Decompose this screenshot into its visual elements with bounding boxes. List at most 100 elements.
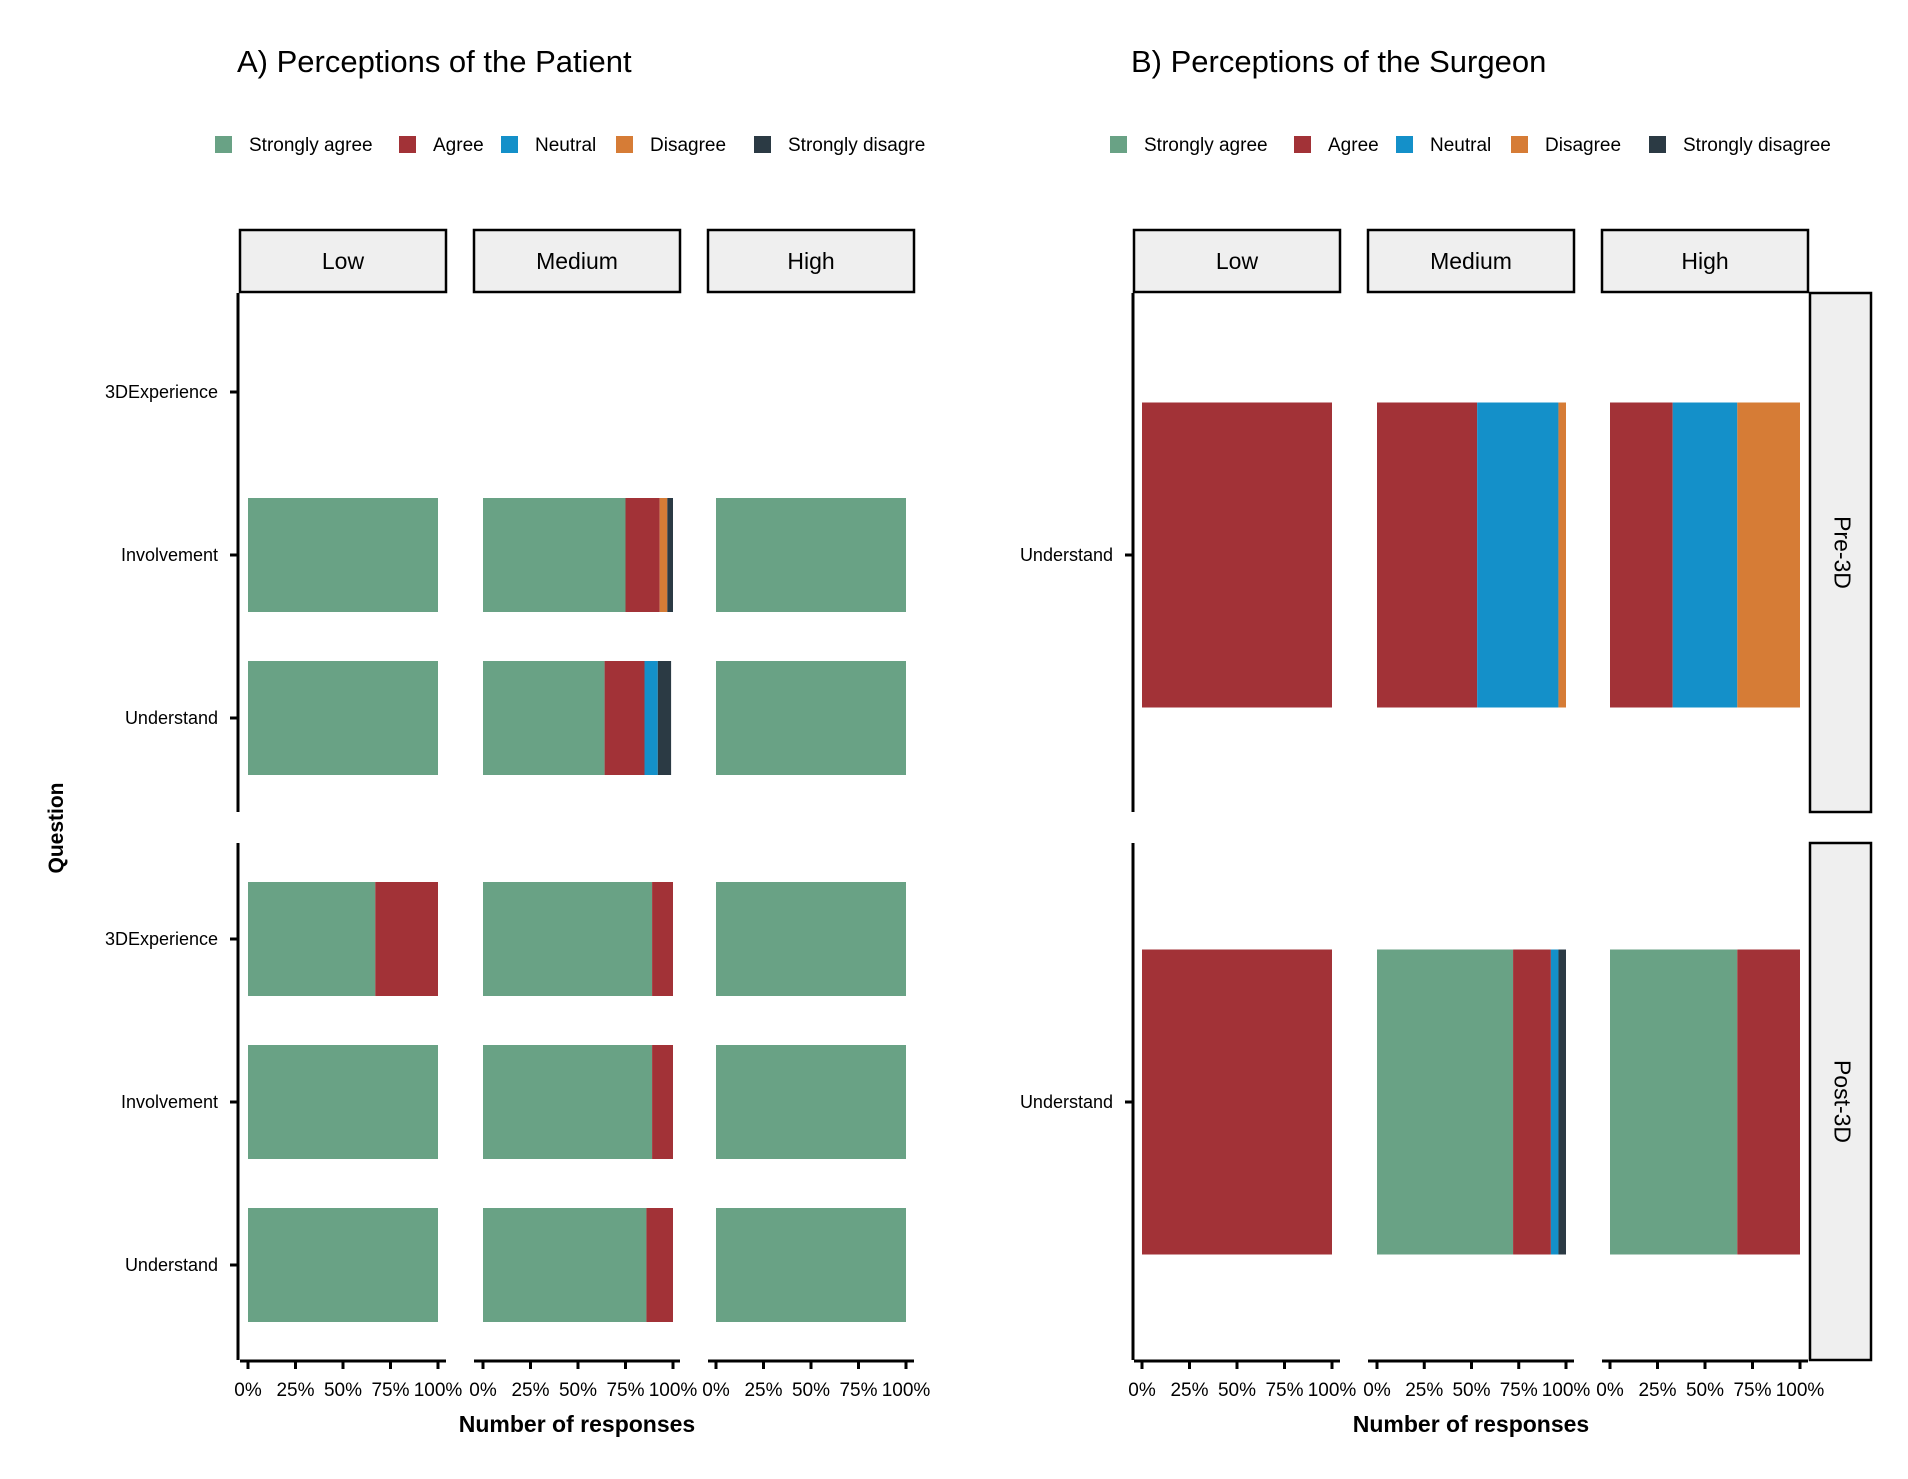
bar-segment-strongly-disagree <box>1558 949 1566 1255</box>
x-tick-label: 50% <box>1452 1380 1490 1401</box>
y-tick-label: Understand <box>125 708 218 728</box>
legend-label: Neutral <box>1430 135 1491 156</box>
chart-A: A) Perceptions of the Patient Strongly ag… <box>45 44 930 1437</box>
x-tick-label: 75% <box>371 1380 409 1401</box>
bar-segment-neutral <box>644 661 658 775</box>
x-tick-label: 0% <box>1128 1380 1156 1401</box>
bar-segment-strongly-agree <box>716 1208 906 1322</box>
bar-segment-strongly-agree <box>716 1045 906 1159</box>
y-tick-label: 3DExperience <box>105 382 218 402</box>
bar-segment-agree <box>1610 402 1673 708</box>
bar-segment-strongly-agree <box>483 882 653 996</box>
chart-B: B) Perceptions of the Surgeon Strongly ag… <box>1020 44 1873 1437</box>
facet-strip-label: High <box>787 248 834 274</box>
bar-segment-agree <box>1377 402 1478 708</box>
legend-swatch <box>215 136 232 153</box>
bar-segment-strongly-agree <box>248 498 438 612</box>
bar-segment-strongly-agree <box>483 1045 653 1159</box>
x-tick-label: 100% <box>1776 1380 1825 1401</box>
facet-strip <box>472 228 682 294</box>
legend: Strongly agree Agree Neutral Disagree Strong… <box>1110 135 1831 156</box>
facet-strip <box>238 228 448 294</box>
bar-segment-disagree <box>659 498 668 612</box>
x-tick-label: 75% <box>1733 1380 1771 1401</box>
x-tick-label: 75% <box>1500 1380 1538 1401</box>
bar-segment-strongly-agree <box>483 661 605 775</box>
facet-strip-label: Medium <box>1430 248 1512 274</box>
x-tick-label: 0% <box>1363 1380 1391 1401</box>
legend-label: Strongly agree <box>1144 135 1268 156</box>
bar-segment-agree <box>646 1208 673 1322</box>
y-tick-label: Involvement <box>121 1092 218 1112</box>
bar-segment-agree <box>1142 402 1332 708</box>
x-tick-label: 100% <box>414 1380 463 1401</box>
facet-strip <box>706 228 916 294</box>
y-tick-label: Involvement <box>121 545 218 565</box>
x-tick-label: 75% <box>839 1380 877 1401</box>
bar-segment-strongly-disagre <box>657 661 672 775</box>
legend-label: Agree <box>433 135 484 156</box>
x-tick-label: 25% <box>744 1380 782 1401</box>
x-tick-label: 100% <box>1308 1380 1357 1401</box>
legend-label: Agree <box>1328 135 1379 156</box>
x-tick-label: 100% <box>882 1380 931 1401</box>
bar-segment-strongly-agree <box>248 882 376 996</box>
x-tick-label: 100% <box>1542 1380 1591 1401</box>
bar-segment-strongly-disagre <box>667 498 673 612</box>
legend-swatch <box>1396 136 1413 153</box>
x-axis-label: Number of responses <box>459 1411 695 1437</box>
y-tick-label: Understand <box>1020 1092 1113 1112</box>
legend-label: Disagree <box>1545 135 1621 156</box>
facet-strip <box>1366 228 1576 294</box>
y-tick-label: Understand <box>1020 545 1113 565</box>
bar-segment-agree <box>1142 949 1332 1255</box>
bar-segment-neutral <box>1477 402 1559 708</box>
x-tick-label: 50% <box>324 1380 362 1401</box>
x-tick-label: 75% <box>1265 1380 1303 1401</box>
bar-segment-agree <box>1737 949 1800 1255</box>
x-tick-label: 25% <box>276 1380 314 1401</box>
bar-segment-agree <box>652 1045 673 1159</box>
facet-strip-label: Low <box>1216 248 1259 274</box>
facet-strip <box>1600 228 1810 294</box>
x-tick-label: 0% <box>1596 1380 1624 1401</box>
bar-segment-agree <box>625 498 660 612</box>
bar-segment-strongly-agree <box>716 661 906 775</box>
facet-strip-label: High <box>1681 248 1728 274</box>
bar-segment-strongly-agree <box>483 1208 647 1322</box>
bar-segment-neutral <box>1672 402 1738 708</box>
y-tick-label: Understand <box>125 1255 218 1275</box>
x-tick-label: 50% <box>1686 1380 1724 1401</box>
x-tick-label: 25% <box>511 1380 549 1401</box>
x-tick-label: 100% <box>649 1380 698 1401</box>
bar-segment-strongly-agree <box>248 661 438 775</box>
legend-swatch <box>399 136 416 153</box>
legend-swatch <box>1294 136 1311 153</box>
x-tick-label: 50% <box>792 1380 830 1401</box>
x-tick-label: 50% <box>1218 1380 1256 1401</box>
bar-segment-disagree <box>1737 402 1800 708</box>
legend-label: Strongly agree <box>249 135 373 156</box>
legend-swatch <box>1649 136 1666 153</box>
legend-swatch <box>616 136 633 153</box>
x-tick-label: 25% <box>1170 1380 1208 1401</box>
legend-swatch <box>1110 136 1127 153</box>
bar-segment-strongly-agree <box>248 1045 438 1159</box>
bar-segment-neutral <box>1550 949 1559 1255</box>
bar-segment-strongly-agree <box>1377 949 1514 1255</box>
facet-strip-label: Medium <box>536 248 618 274</box>
x-tick-label: 50% <box>559 1380 597 1401</box>
x-tick-label: 25% <box>1638 1380 1676 1401</box>
y-tick-label: 3DExperience <box>105 929 218 949</box>
legend-swatch <box>754 136 771 153</box>
x-axis-label: Number of responses <box>1353 1411 1589 1437</box>
bar-segment-agree <box>375 882 438 996</box>
legend-label: Disagree <box>650 135 726 156</box>
facet-row-label: Post-3D <box>1829 1060 1855 1143</box>
legend-swatch <box>501 136 518 153</box>
x-tick-label: 25% <box>1405 1380 1443 1401</box>
legend-swatch <box>1511 136 1528 153</box>
legend-label: Neutral <box>535 135 596 156</box>
x-tick-label: 0% <box>469 1380 497 1401</box>
